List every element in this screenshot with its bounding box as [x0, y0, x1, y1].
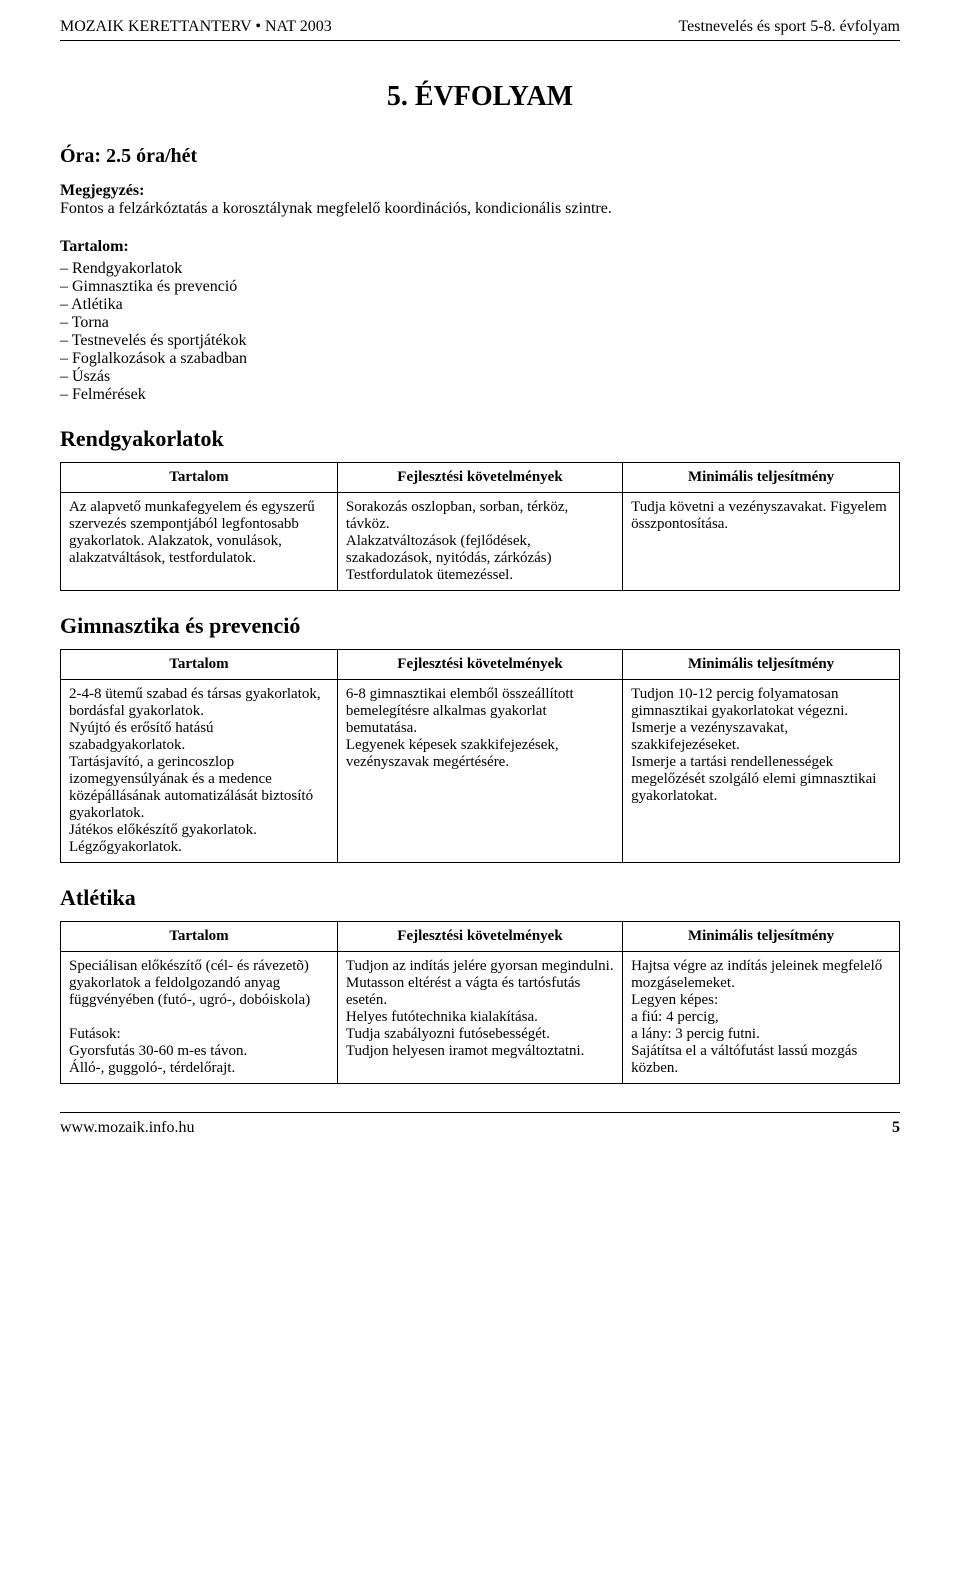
- th-minimalis: Minimális teljesítmény: [623, 922, 900, 952]
- footer-page-number: 5: [892, 1119, 900, 1137]
- table-gim: Tartalom Fejlesztési követelmények Minim…: [60, 649, 900, 863]
- th-fejlesztesi: Fejlesztési követelmények: [337, 650, 622, 680]
- note-text: Fontos a felzárkóztatás a korosztálynak …: [60, 200, 900, 218]
- cell-atl-c1: Speciálisan előkészítő (cél- és rávezetõ…: [61, 952, 338, 1084]
- th-fejlesztesi: Fejlesztési követelmények: [337, 463, 622, 493]
- note-block: Megjegyzés: Fontos a felzárkóztatás a ko…: [60, 182, 900, 218]
- th-tartalom: Tartalom: [61, 922, 338, 952]
- th-tartalom: Tartalom: [61, 650, 338, 680]
- header-bar: MOZAIK KERETTANTERV • NAT 2003 Testnevel…: [60, 0, 900, 41]
- table-row: 2-4-8 ütemű szabad és társas gyakorlatok…: [61, 680, 900, 863]
- list-item: Úszás: [60, 368, 900, 386]
- list-item: Atlétika: [60, 296, 900, 314]
- table-row: Speciálisan előkészítő (cél- és rávezetõ…: [61, 952, 900, 1084]
- cell-rend-c2: Sorakozás oszlopban, sorban, térköz, táv…: [337, 493, 622, 591]
- table-row: Az alapvető munkafegyelem és egyszerű sz…: [61, 493, 900, 591]
- cell-atl-c3: Hajtsa végre az indítás jeleinek megfele…: [623, 952, 900, 1084]
- page-title: 5. ÉVFOLYAM: [60, 81, 900, 113]
- list-item: Rendgyakorlatok: [60, 260, 900, 278]
- th-minimalis: Minimális teljesítmény: [623, 463, 900, 493]
- cell-rend-c3: Tudja követni a vezényszavakat. Figyelem…: [623, 493, 900, 591]
- table-header-row: Tartalom Fejlesztési követelmények Minim…: [61, 650, 900, 680]
- tartalom-list: RendgyakorlatokGimnasztika és prevencióA…: [60, 260, 900, 404]
- list-item: Felmérések: [60, 386, 900, 404]
- cell-gim-c3: Tudjon 10-12 percig folyamatosan gimnasz…: [623, 680, 900, 863]
- cell-atl-c2: Tudjon az indítás jelére gyorsan megindu…: [337, 952, 622, 1084]
- list-item: Gimnasztika és prevenció: [60, 278, 900, 296]
- list-item: Foglalkozások a szabadban: [60, 350, 900, 368]
- tartalom-label: Tartalom:: [60, 238, 900, 256]
- cell-gim-c1: 2-4-8 ütemű szabad és társas gyakorlatok…: [61, 680, 338, 863]
- table-header-row: Tartalom Fejlesztési követelmények Minim…: [61, 922, 900, 952]
- th-tartalom: Tartalom: [61, 463, 338, 493]
- section-title-rend: Rendgyakorlatok: [60, 426, 900, 452]
- cell-gim-c2: 6-8 gimnasztikai elemből összeállított b…: [337, 680, 622, 863]
- header-right: Testnevelés és sport 5-8. évfolyam: [679, 18, 900, 36]
- footer-left: www.mozaik.info.hu: [60, 1119, 195, 1137]
- th-minimalis: Minimális teljesítmény: [623, 650, 900, 680]
- table-header-row: Tartalom Fejlesztési követelmények Minim…: [61, 463, 900, 493]
- note-label: Megjegyzés:: [60, 182, 900, 200]
- section-title-gim: Gimnasztika és prevenció: [60, 613, 900, 639]
- table-rend: Tartalom Fejlesztési követelmények Minim…: [60, 462, 900, 591]
- list-item: Torna: [60, 314, 900, 332]
- table-atl: Tartalom Fejlesztési követelmények Minim…: [60, 921, 900, 1084]
- footer-bar: www.mozaik.info.hu 5: [60, 1112, 900, 1155]
- list-item: Testnevelés és sportjátékok: [60, 332, 900, 350]
- section-title-atl: Atlétika: [60, 885, 900, 911]
- th-fejlesztesi: Fejlesztési követelmények: [337, 922, 622, 952]
- header-left: MOZAIK KERETTANTERV • NAT 2003: [60, 18, 332, 36]
- cell-rend-c1: Az alapvető munkafegyelem és egyszerű sz…: [61, 493, 338, 591]
- ora-line: Óra: 2.5 óra/hét: [60, 145, 900, 168]
